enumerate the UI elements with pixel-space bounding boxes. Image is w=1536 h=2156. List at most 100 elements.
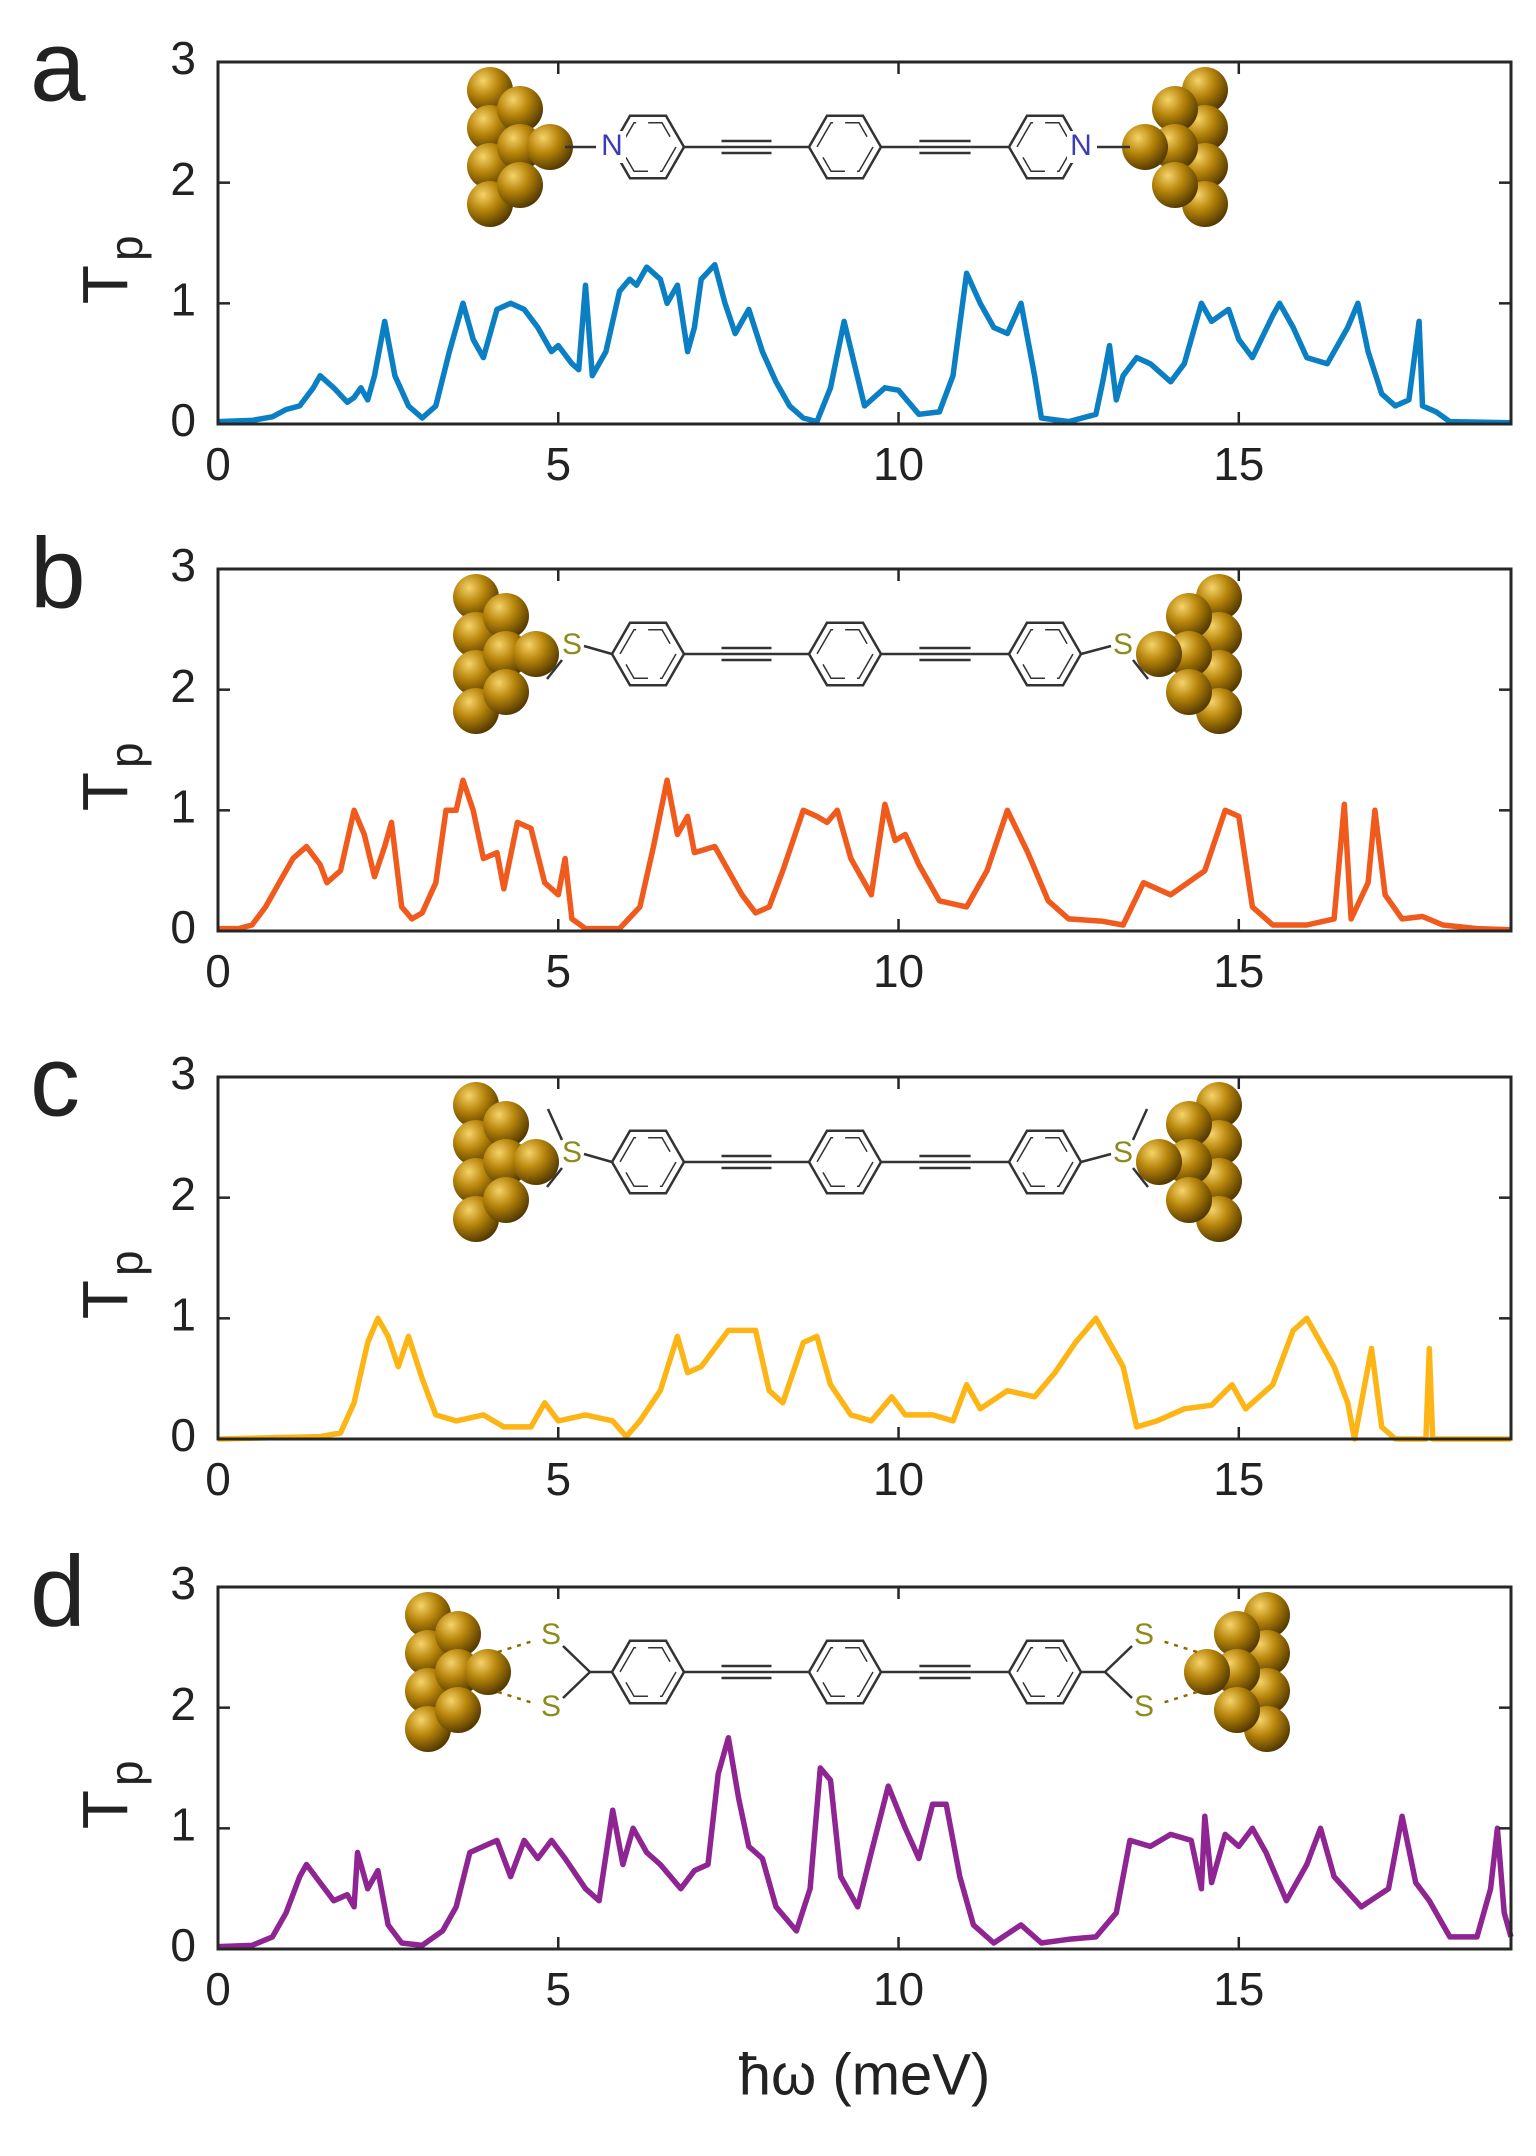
gold-atom [435, 1611, 481, 1657]
y-tick-label: 3 [170, 1557, 196, 1609]
y-tick-label: 2 [170, 1168, 196, 1220]
benzene-ring [610, 1129, 686, 1195]
gold-atom [1214, 1687, 1260, 1733]
x-tick-label: 15 [1213, 1963, 1264, 2015]
y-axis-label: Tp [69, 235, 152, 304]
bond [546, 1167, 563, 1188]
ring-inner [1016, 1647, 1074, 1697]
gold-atom [527, 124, 573, 170]
y-tick-label: 3 [170, 1047, 196, 1099]
ring-inner [1016, 122, 1074, 172]
y-tick-label: 3 [170, 32, 196, 84]
benzene-ring [610, 1639, 686, 1705]
bond [583, 644, 613, 656]
benzene-ring [807, 1639, 883, 1705]
bond [1080, 1152, 1112, 1164]
transmission-line [217, 261, 1512, 426]
ring-inner [619, 1647, 677, 1697]
x-tick-label: 15 [1213, 1453, 1264, 1505]
atom-label: S [562, 1136, 582, 1169]
ring-inner [1016, 629, 1074, 679]
y-axis-label: Tp [69, 1760, 152, 1829]
bond [1132, 659, 1149, 680]
x-tick-label: 10 [873, 1963, 924, 2015]
ring-inner [619, 629, 677, 679]
bond [1080, 644, 1112, 656]
atom-label: S [541, 1690, 561, 1723]
y-label-sub: p [100, 235, 152, 261]
panel-label: a [30, 10, 86, 122]
axes-frame [216, 1585, 1513, 1951]
x-tick-label: 0 [205, 945, 231, 997]
y-tick-label: 1 [170, 1798, 196, 1850]
ring-inner [619, 122, 677, 172]
atom-label: S [1134, 1618, 1154, 1651]
y-tick-label: 1 [170, 1288, 196, 1340]
gold-atom [1136, 631, 1182, 677]
y-tick-label: 1 [170, 780, 196, 832]
benzene-ring [1007, 621, 1083, 687]
benzene-ring [1007, 1129, 1083, 1195]
gold-atom [483, 669, 529, 715]
transmission-line [218, 777, 1512, 933]
gold-atom [1122, 124, 1168, 170]
y-tick-label: 0 [170, 394, 196, 446]
au-s-bond [497, 1690, 537, 1706]
axes-frame [216, 60, 1513, 426]
y-label-main: T [69, 1280, 141, 1319]
x-tick-label: 10 [873, 1453, 924, 1505]
atom-label: S [1134, 1690, 1154, 1723]
gold-atom [465, 1649, 511, 1695]
label-bg [1067, 131, 1095, 163]
y-tick-label: 2 [170, 660, 196, 712]
x-tick-label: 0 [205, 1963, 231, 2015]
x-tick-label: 15 [1213, 438, 1264, 490]
gold-atom [483, 1177, 529, 1223]
benzene-ring [610, 621, 686, 687]
gold-atom [513, 631, 559, 677]
y-label-sub: p [100, 742, 152, 768]
axes-frame [216, 567, 1513, 933]
y-label-sub: p [100, 1760, 152, 1786]
x-tick-label: 10 [873, 438, 924, 490]
gold-atom [1152, 162, 1198, 208]
y-tick-label: 3 [170, 539, 196, 591]
y-axis-label: Tp [69, 742, 152, 811]
gold-atom [1136, 1139, 1182, 1185]
gold-atom [1166, 1101, 1212, 1147]
atom-label: N [601, 129, 623, 162]
bond [1132, 1167, 1149, 1188]
au-s-bond [497, 1638, 537, 1654]
benzene-ring [807, 621, 883, 687]
x-tick-label: 0 [205, 438, 231, 490]
y-tick-label: 2 [170, 153, 196, 205]
ring-inner [816, 1647, 874, 1697]
au-s-bond [1158, 1690, 1198, 1706]
y-tick-label: 0 [170, 901, 196, 953]
x-tick-label: 0 [205, 1453, 231, 1505]
bond [1104, 1671, 1133, 1699]
transmission-line [217, 1735, 1514, 1950]
bond [546, 1108, 564, 1141]
bond [583, 1152, 613, 1164]
atom-label: S [1113, 628, 1133, 661]
gold-atom [1166, 593, 1212, 639]
benzene-ring [1007, 1639, 1083, 1705]
y-label-main: T [69, 265, 141, 304]
panel-label: d [30, 1535, 86, 1647]
benzene-ring [807, 114, 883, 180]
y-tick-label: 1 [170, 273, 196, 325]
y-axis-label: Tp [69, 1250, 152, 1319]
gold-atom [497, 162, 543, 208]
x-axis-label: ħω (meV) [739, 2042, 991, 2107]
axes-frame [216, 1075, 1513, 1441]
panel-label: c [30, 1025, 80, 1137]
bond [1131, 1108, 1149, 1141]
ring-inner [816, 1137, 874, 1187]
x-tick-label: 5 [545, 1453, 571, 1505]
gold-atom [1166, 1177, 1212, 1223]
ring-inner [816, 629, 874, 679]
atom-label: N [1070, 129, 1092, 162]
